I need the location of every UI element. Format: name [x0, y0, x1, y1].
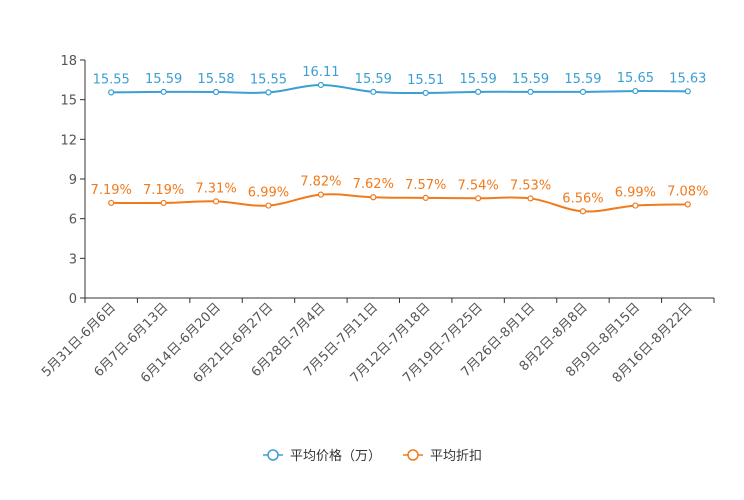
data-label: 15.59	[145, 72, 182, 87]
series-2: 7.19% 7.19% 7.31% 6.99% 7.82% 7.62% 7.57% 7.54%…	[91, 175, 708, 215]
legend[interactable]: 平均价格（万） 平均折扣	[263, 448, 482, 464]
data-point[interactable]	[422, 194, 429, 202]
legend-item-2[interactable]: 平均折扣	[403, 449, 482, 464]
data-point[interactable]	[475, 88, 482, 95]
y-tick-label: 3	[69, 252, 77, 267]
data-point[interactable]	[317, 81, 324, 89]
data-label: 15.58	[197, 72, 234, 87]
y-tick-label: 9	[69, 173, 77, 188]
data-point[interactable]	[160, 88, 167, 95]
data-point[interactable]	[422, 89, 429, 97]
data-label: 15.59	[564, 72, 601, 87]
data-label: 15.65	[617, 71, 654, 86]
y-tick-label: 0	[69, 292, 77, 307]
data-point[interactable]	[475, 195, 482, 202]
data-label: 15.55	[93, 72, 130, 87]
data-label: 7.19%	[91, 183, 132, 198]
data-label: 15.55	[250, 72, 287, 87]
series-line	[111, 193, 688, 213]
data-label: 7.19%	[143, 183, 184, 198]
legend-item-1[interactable]: 平均价格（万）	[263, 448, 381, 464]
data-label: 16.11	[302, 65, 339, 80]
data-label: 15.59	[460, 72, 497, 87]
data-point[interactable]	[212, 198, 220, 205]
data-point[interactable]	[579, 88, 587, 95]
data-point[interactable]	[370, 194, 377, 201]
data-label: 15.59	[512, 72, 549, 87]
data-label: 15.63	[669, 71, 706, 86]
data-label: 7.08%	[667, 184, 708, 199]
axes: 03691215185月31日-6月6日6月7日-6月13日6月14日-6月20…	[39, 54, 715, 386]
y-tick-label: 15	[60, 94, 77, 109]
data-label: 15.59	[355, 72, 392, 87]
data-point[interactable]	[527, 88, 534, 95]
data-point[interactable]	[632, 202, 639, 209]
series-line	[111, 83, 688, 94]
data-point[interactable]	[108, 199, 115, 207]
data-label: 7.31%	[195, 181, 236, 196]
legend-marker-icon	[407, 449, 419, 461]
legend-label: 平均折扣	[430, 449, 482, 464]
data-point[interactable]	[108, 89, 115, 96]
data-label: 7.82%	[300, 175, 341, 190]
data-label: 7.53%	[510, 178, 551, 193]
data-point[interactable]	[684, 201, 691, 208]
y-tick-label: 18	[60, 54, 77, 69]
data-point[interactable]	[160, 199, 167, 207]
data-point[interactable]	[212, 88, 220, 96]
data-label: 7.57%	[405, 178, 446, 193]
data-point[interactable]	[265, 202, 272, 209]
series-1: 15.55 15.59 15.58 15.55 16.11 15.59 15.51 15.59…	[93, 65, 706, 97]
data-label: 15.51	[407, 73, 444, 88]
data-point[interactable]	[317, 191, 324, 198]
series-layer: 15.55 15.59 15.58 15.55 16.11 15.59 15.51 15.59…	[91, 65, 708, 215]
data-label: 6.99%	[615, 186, 656, 201]
y-tick-label: 12	[60, 133, 77, 148]
legend-marker-icon	[267, 449, 279, 461]
data-point[interactable]	[370, 88, 377, 95]
data-point[interactable]	[527, 195, 534, 202]
data-point[interactable]	[684, 88, 691, 95]
data-point[interactable]	[579, 208, 587, 215]
data-label: 6.56%	[562, 191, 603, 206]
data-point[interactable]	[265, 89, 272, 96]
data-label: 7.62%	[353, 177, 394, 192]
data-label: 6.99%	[248, 186, 289, 201]
data-label: 7.54%	[457, 178, 498, 193]
y-tick-label: 6	[69, 213, 77, 228]
data-point[interactable]	[632, 87, 639, 95]
legend-label: 平均价格（万）	[290, 448, 381, 464]
